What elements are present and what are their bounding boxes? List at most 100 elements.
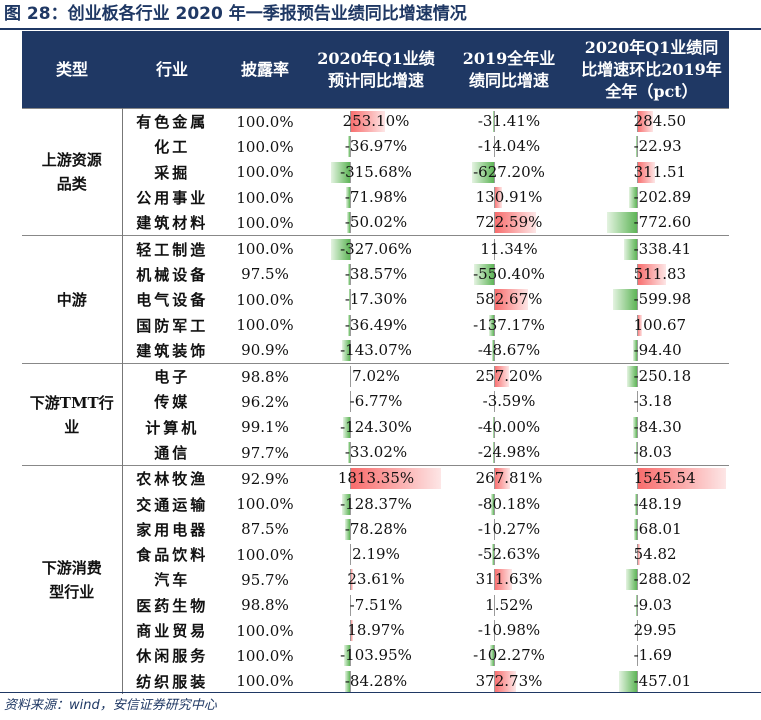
q1-growth-axis — [350, 136, 351, 158]
q1-growth-bar-wrap: -128.37% — [311, 493, 441, 515]
table-row: 公用事业 100.0% -71.98% 130.91% -202.89 — [22, 185, 729, 210]
q1-growth-negative-bar — [345, 518, 350, 540]
pct-change-axis — [636, 670, 638, 692]
2019-growth-cell: 372.73% — [444, 669, 574, 694]
2019-growth-cell: -550.40% — [444, 262, 574, 287]
2019-growth-negative-bar — [492, 416, 495, 438]
pct-change-axis — [636, 238, 638, 260]
pct-change-positive-bar — [636, 111, 654, 133]
pct-change-value: -338.41 — [633, 239, 692, 258]
header-row: 类型 行业 披露率 2020年Q1业绩预计同比增速 2019全年业绩同比增速 2… — [22, 31, 729, 109]
disclosure-rate: 100.0% — [236, 672, 294, 691]
pct-change-axis — [636, 544, 638, 566]
q1-growth-bar-wrap: -143.07% — [311, 339, 441, 361]
2019-growth-axis — [494, 238, 496, 260]
q1-growth-axis — [350, 263, 351, 285]
pct-change-value: -202.89 — [633, 188, 692, 207]
q1-growth-cell: 23.61% — [308, 567, 444, 592]
table-row: 化工 100.0% -36.97% -14.04% -22.93 — [22, 134, 729, 159]
pct-change-cell: 1545.54 — [574, 465, 729, 492]
2019-growth-value: -24.98% — [477, 443, 541, 461]
pct-change-negative-bar — [619, 670, 637, 692]
q1-growth-value: -17.30% — [344, 290, 408, 309]
q1-growth-bar-wrap: -84.28% — [311, 670, 441, 692]
pct-change-bar-wrap: 1545.54 — [577, 468, 726, 490]
q1-growth-negative-bar — [343, 645, 350, 667]
pct-change-axis — [636, 468, 638, 490]
q1-growth-cell: -7.51% — [308, 593, 444, 618]
q1-growth-bar-wrap: -327.06% — [311, 238, 441, 260]
disclosure-rate: 96.2% — [241, 392, 289, 411]
q1-growth-value: 23.61% — [347, 570, 405, 589]
q1-growth-value: -36.49% — [344, 315, 408, 334]
pct-change-cell: -250.18 — [574, 362, 729, 390]
q1-growth-bar-wrap: -36.97% — [311, 136, 441, 158]
disclosure-rate: 100.0% — [236, 495, 294, 514]
industry-name: 公用事业 — [136, 189, 209, 208]
2019-growth-cell: -14.04% — [444, 134, 574, 159]
q1-growth-negative-bar — [345, 670, 350, 692]
table-row: 休闲服务 100.0% -103.95% -102.27% -1.69 — [22, 643, 729, 668]
2019-growth-positive-bar — [494, 670, 516, 692]
bottom-rule — [0, 692, 761, 693]
pct-change-value: -457.01 — [633, 671, 692, 690]
2019-growth-negative-bar — [471, 161, 495, 183]
pct-change-value: -68.01 — [633, 519, 682, 538]
2019-growth-cell: -24.98% — [444, 440, 574, 466]
industry-name: 计算机 — [145, 418, 200, 437]
2019-growth-axis — [494, 339, 496, 361]
pct-change-negative-bar — [626, 366, 637, 388]
pct-change-negative-bar — [623, 238, 637, 260]
2019-growth-positive-bar — [494, 187, 502, 209]
q1-growth-axis — [350, 493, 351, 515]
industry-name: 商业贸易 — [136, 622, 209, 641]
q1-growth-cell: -6.77% — [308, 389, 444, 414]
q1-growth-bar-wrap: -78.28% — [311, 518, 441, 540]
q1-growth-value: -327.06% — [340, 239, 412, 258]
2019-growth-value: -137.17% — [473, 315, 545, 334]
2019-growth-negative-bar — [490, 645, 495, 667]
2019-growth-negative-bar — [493, 136, 495, 158]
2019-growth-bar-wrap: 582.67% — [447, 289, 571, 311]
pct-change-cell: 284.50 — [574, 108, 729, 135]
q1-growth-cell: -38.57% — [308, 262, 444, 287]
q1-growth-negative-bar — [348, 442, 350, 463]
pct-change-bar-wrap: -457.01 — [577, 670, 726, 692]
q1-growth-negative-bar — [348, 289, 350, 311]
2019-growth-axis — [494, 187, 496, 209]
pct-change-axis — [636, 289, 638, 311]
pct-change-positive-bar — [636, 263, 667, 285]
2019-growth-bar-wrap: -48.67% — [447, 339, 571, 361]
disclosure-rate: 100.0% — [236, 646, 294, 665]
pct-change-cell: -599.98 — [574, 287, 729, 312]
q1-growth-axis — [350, 391, 351, 413]
2019-growth-cell: 722.59% — [444, 210, 574, 236]
2019-growth-positive-bar — [494, 468, 510, 490]
pct-change-bar-wrap: -3.18 — [577, 391, 726, 413]
2019-growth-cell: 582.67% — [444, 287, 574, 312]
table-row: 电气设备 100.0% -17.30% 582.67% -599.98 — [22, 287, 729, 312]
pct-change-negative-bar — [632, 339, 637, 361]
pct-change-value: -3.18 — [633, 392, 673, 411]
pct-change-value: -84.30 — [633, 417, 682, 436]
pct-change-bar-wrap: 29.95 — [577, 620, 726, 642]
2019-growth-axis — [494, 645, 496, 667]
industry-name: 电子 — [122, 362, 222, 390]
pct-change-positive-bar — [636, 468, 726, 490]
2019-growth-value: -52.63% — [477, 545, 541, 564]
q1-growth-cell: -327.06% — [308, 235, 444, 262]
q1-growth-bar-wrap: -315.68% — [311, 161, 441, 183]
disclosure-rate: 95.7% — [241, 570, 289, 589]
2019-growth-negative-bar — [493, 442, 495, 463]
q1-growth-axis — [350, 594, 351, 616]
2019-growth-value: 311.63% — [475, 570, 543, 589]
2019-growth-negative-bar — [474, 263, 495, 285]
disclosure-rate: 100.0% — [236, 188, 294, 207]
pct-change-bar-wrap: -202.89 — [577, 187, 726, 209]
2019-growth-negative-bar — [489, 314, 495, 336]
industry-name: 家用电器 — [136, 520, 209, 539]
2019-growth-bar-wrap: 1.52% — [447, 594, 571, 616]
q1-growth-positive-bar — [350, 111, 385, 133]
q1-growth-value: -38.57% — [344, 264, 408, 283]
2019-growth-bar-wrap: -3.59% — [447, 391, 571, 413]
